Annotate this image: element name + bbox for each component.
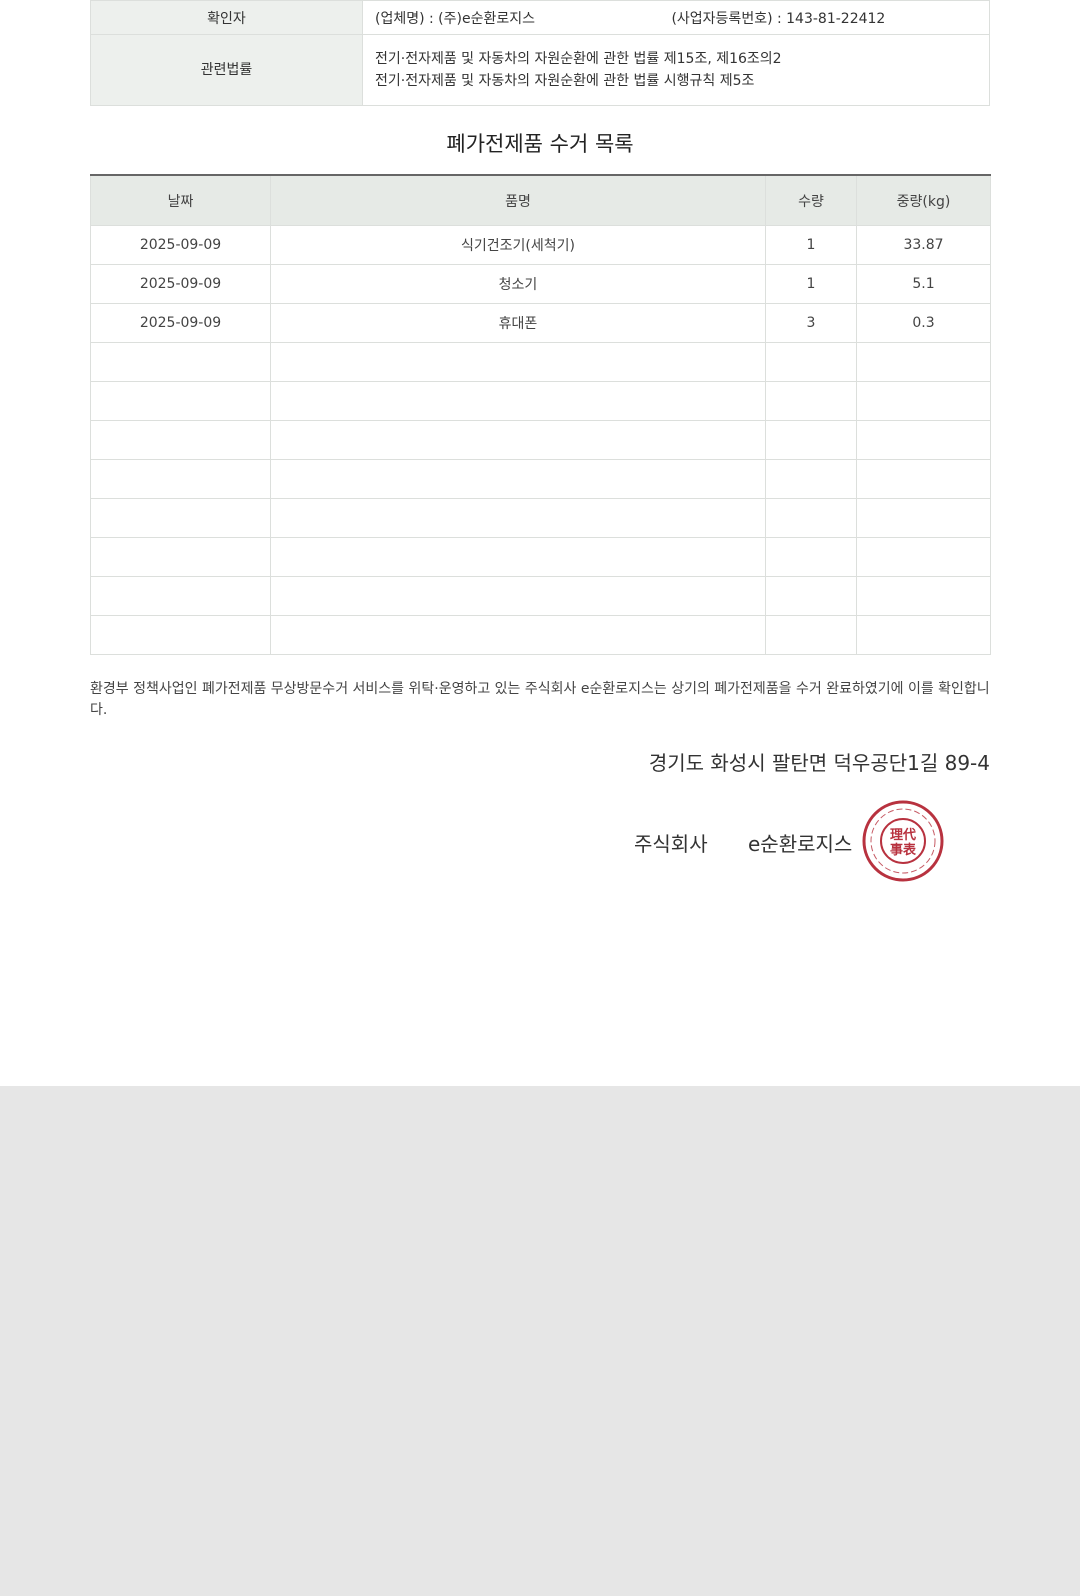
svg-text:理代: 理代	[890, 827, 916, 843]
empty-cell	[270, 576, 766, 616]
header-qty: 수량	[765, 174, 857, 226]
corp-type: 주식회사	[634, 832, 708, 856]
cell-item: 식기건조기(세척기)	[270, 225, 766, 265]
confirmation-notice: 환경부 정책사업인 폐가전제품 무상방문수거 서비스를 위탁·운영하고 있는 주…	[90, 681, 990, 718]
empty-cell	[270, 498, 766, 538]
empty-cell	[90, 459, 271, 499]
empty-table-row	[90, 381, 991, 421]
cell-qty: 1	[765, 225, 857, 265]
table-row: 2025-09-09 식기건조기(세척기) 1 33.87	[90, 225, 991, 265]
collection-list-table: 날짜 품명 수량 중량(kg) 2025-09-09 식기건조기(세척기) 1 33.…	[90, 174, 991, 655]
cell-item: 휴대폰	[270, 303, 766, 343]
company-name: (업체명) : (주)e순환로지스	[375, 10, 535, 27]
empty-cell	[270, 420, 766, 460]
list-title: 폐가전제품 수거 목록	[446, 132, 634, 156]
empty-cell	[90, 498, 271, 538]
cell-qty: 3	[765, 303, 857, 343]
cell-weight: 33.87	[856, 225, 991, 265]
empty-table-row	[90, 615, 991, 655]
empty-cell	[856, 342, 991, 382]
signature-block: 주식회사 e순환로지스 理代 事表	[634, 800, 1034, 882]
empty-cell	[270, 381, 766, 421]
empty-cell	[270, 342, 766, 382]
empty-cell	[765, 342, 857, 382]
empty-cell	[90, 537, 271, 577]
empty-cell	[270, 615, 766, 655]
svg-text:事表: 事表	[890, 842, 917, 858]
company-address: 경기도 화성시 팔탄면 덕우공단1길 89-4	[648, 751, 990, 775]
confirmer-label: 확인자	[90, 0, 363, 35]
empty-table-row	[90, 420, 991, 460]
empty-cell	[856, 576, 991, 616]
empty-table-row	[90, 498, 991, 538]
empty-cell	[856, 381, 991, 421]
header-date: 날짜	[90, 174, 271, 226]
info-table: 확인자 (업체명) : (주)e순환로지스 (사업자등록번호) : 143-81…	[90, 0, 990, 106]
empty-cell	[765, 537, 857, 577]
empty-table-row	[90, 342, 991, 382]
empty-cell	[765, 381, 857, 421]
empty-cell	[90, 615, 271, 655]
company-seal-icon: 理代 事表	[862, 800, 944, 882]
empty-cell	[90, 576, 271, 616]
page-footer-background	[0, 1086, 1080, 1596]
cell-weight: 0.3	[856, 303, 991, 343]
empty-cell	[856, 615, 991, 655]
empty-cell	[90, 381, 271, 421]
table-row: 2025-09-09 청소기 1 5.1	[90, 264, 991, 304]
cell-qty: 1	[765, 264, 857, 304]
empty-cell	[856, 498, 991, 538]
signature-company: e순환로지스	[748, 832, 853, 856]
law-label: 관련법률	[90, 34, 363, 106]
empty-cell	[856, 420, 991, 460]
empty-cell	[765, 615, 857, 655]
table-row: 2025-09-09 휴대폰 3 0.3	[90, 303, 991, 343]
cell-weight: 5.1	[856, 264, 991, 304]
empty-cell	[90, 342, 271, 382]
empty-cell	[270, 537, 766, 577]
header-item: 품명	[270, 174, 766, 226]
business-number: (사업자등록번호) : 143-81-22412	[671, 10, 886, 27]
empty-cell	[765, 498, 857, 538]
empty-cell	[765, 420, 857, 460]
empty-cell	[90, 420, 271, 460]
cell-item: 청소기	[270, 264, 766, 304]
empty-cell	[765, 576, 857, 616]
cell-date: 2025-09-09	[90, 225, 271, 265]
law-line: 전기·전자제품 및 자동차의 자원순환에 관한 법률 시행규칙 제5조	[375, 73, 755, 89]
header-weight: 중량(kg)	[856, 174, 991, 226]
empty-table-row	[90, 459, 991, 499]
empty-cell	[270, 459, 766, 499]
law-line: 전기·전자제품 및 자동차의 자원순환에 관한 법률 제15조, 제16조의2	[375, 51, 782, 67]
empty-cell	[856, 537, 991, 577]
certificate-document: 확인자 (업체명) : (주)e순환로지스 (사업자등록번호) : 143-81…	[90, 0, 991, 776]
empty-cell	[856, 459, 991, 499]
cell-date: 2025-09-09	[90, 303, 271, 343]
empty-cell	[765, 459, 857, 499]
empty-table-row	[90, 537, 991, 577]
empty-table-row	[90, 576, 991, 616]
cell-date: 2025-09-09	[90, 264, 271, 304]
